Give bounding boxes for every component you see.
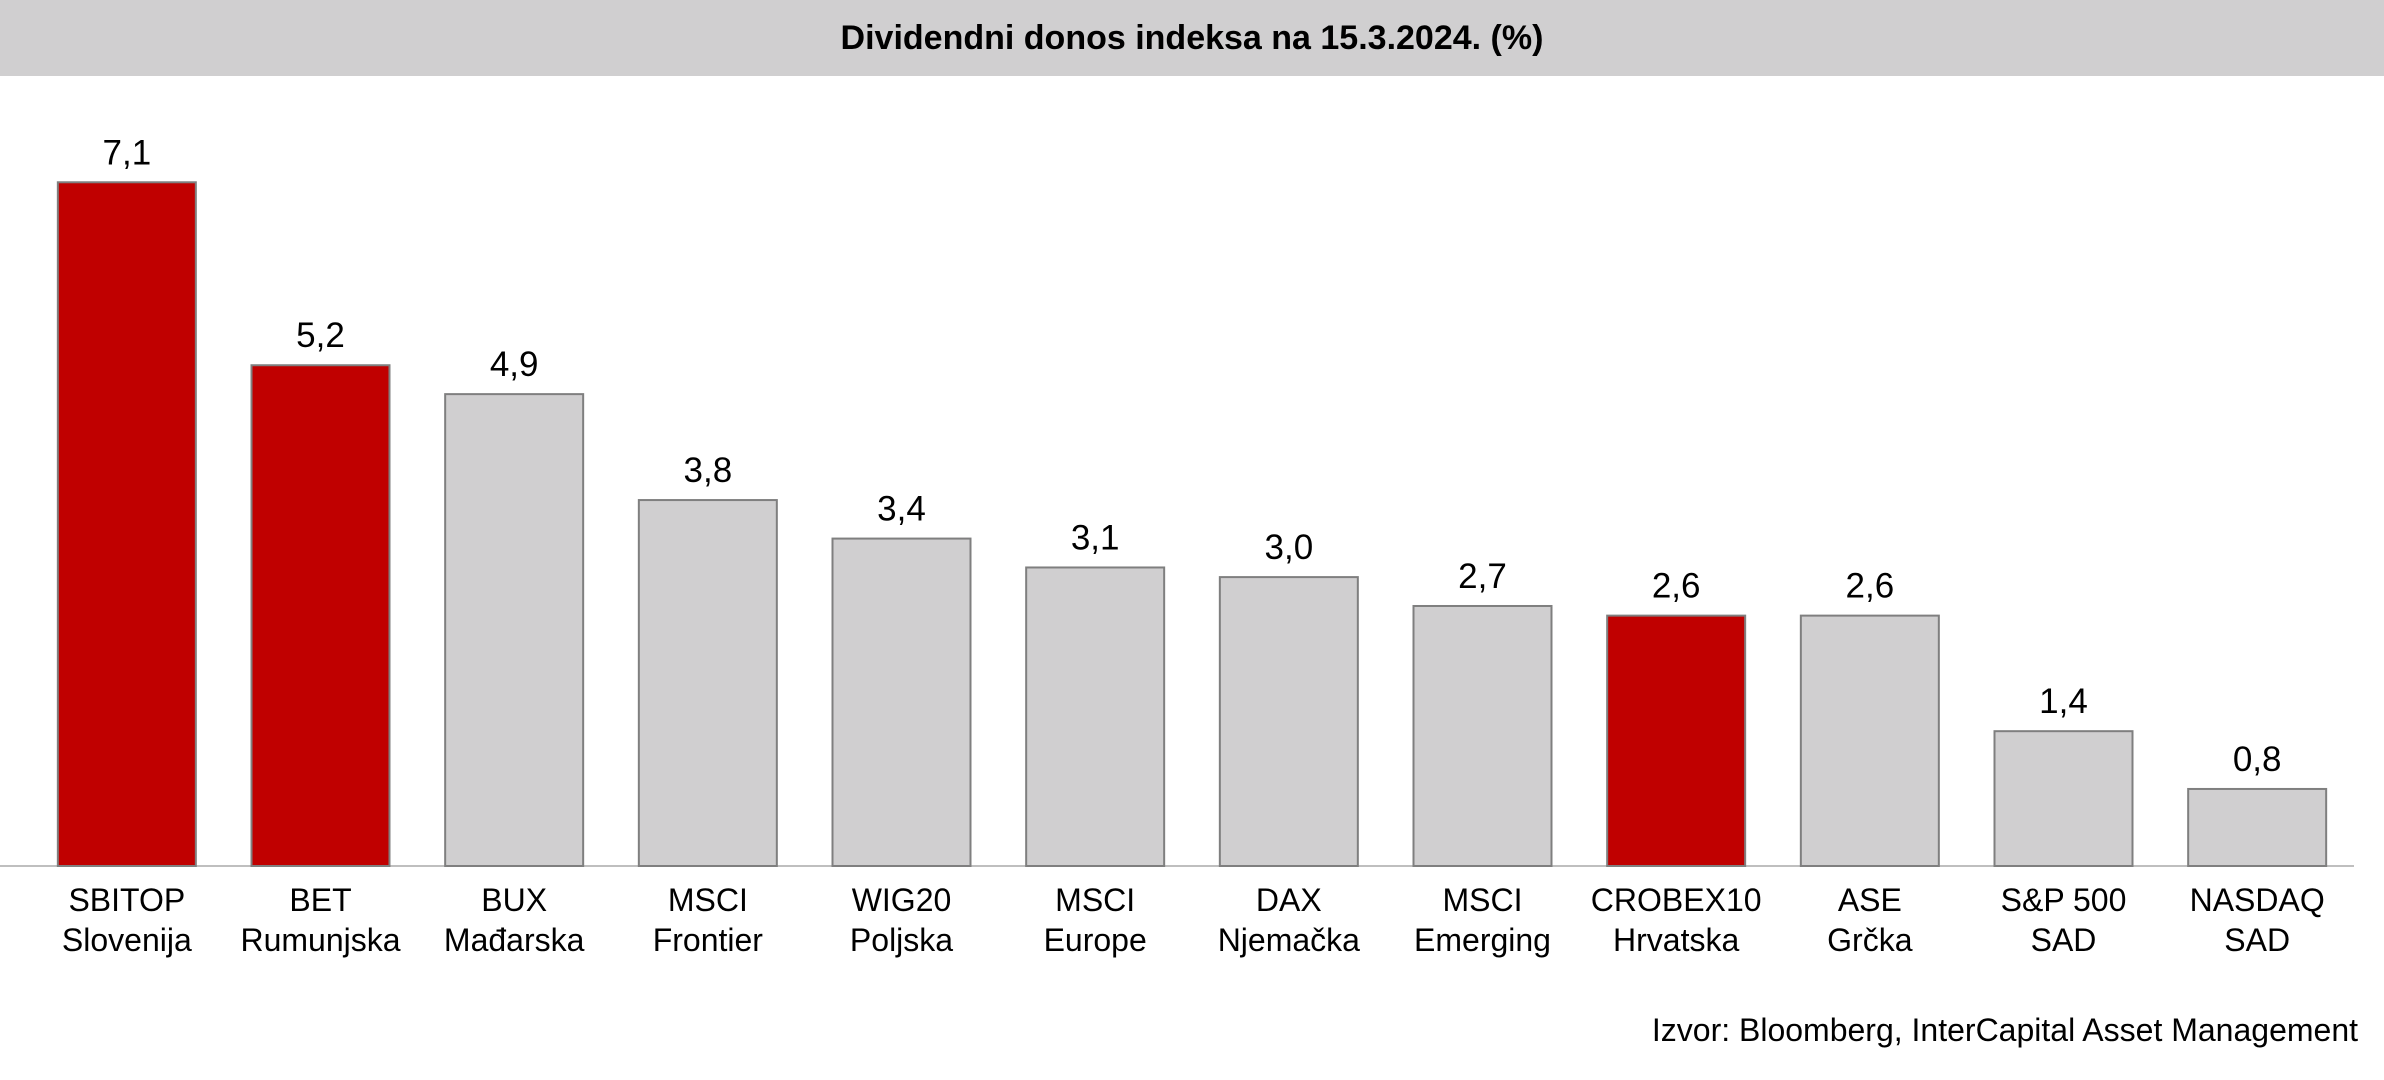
- bar-3: [637, 499, 778, 867]
- bar-6: [1218, 576, 1359, 867]
- bar-11: [2187, 787, 2328, 868]
- tick-label-6-line-1: Njemačka: [1218, 922, 1360, 958]
- data-label-6: 3,0: [1265, 528, 1314, 567]
- tick-label-3-line-0: MSCI: [668, 882, 748, 918]
- tick-label-0-line-1: Slovenija: [62, 922, 192, 958]
- tick-label-7-line-1: Emerging: [1414, 922, 1551, 958]
- tick-label-2-line-1: Mađarska: [444, 922, 585, 958]
- data-label-9: 2,6: [1846, 567, 1895, 606]
- tick-label-6-line-0: DAX: [1256, 882, 1322, 918]
- data-label-3: 3,8: [684, 451, 733, 490]
- tick-label-5-line-0: MSCI: [1055, 882, 1135, 918]
- tick-label-1-line-0: BET: [289, 882, 351, 918]
- tick-label-9-line-0: ASE: [1838, 882, 1902, 918]
- tick-label-1-line-1: Rumunjska: [240, 922, 400, 958]
- data-label-1: 5,2: [296, 316, 345, 355]
- tick-label-9-line-1: Grčka: [1827, 922, 1913, 958]
- tick-label-4-line-0: WIG20: [852, 882, 952, 918]
- data-label-4: 3,4: [877, 490, 926, 529]
- tick-label-0-line-0: SBITOP: [68, 882, 185, 918]
- bar-1: [250, 364, 391, 867]
- tick-label-5-line-1: Europe: [1044, 922, 1147, 958]
- bar-4: [831, 537, 972, 867]
- chart-title: Dividendni donos indeksa na 15.3.2024. (…: [840, 18, 1544, 57]
- data-label-10: 1,4: [2039, 682, 2088, 721]
- tick-label-10-line-1: SAD: [2031, 922, 2097, 958]
- data-label-7: 2,7: [1458, 557, 1507, 596]
- source-note: Izvor: Bloomberg, InterCapital Asset Man…: [1651, 1012, 2358, 1048]
- bar-8: [1606, 614, 1747, 867]
- bar-10: [1993, 730, 2134, 867]
- data-label-11: 0,8: [2233, 740, 2282, 779]
- data-label-0: 7,1: [103, 133, 152, 172]
- tick-label-3-line-1: Frontier: [653, 922, 764, 958]
- tick-label-10-line-0: S&P 500: [2001, 882, 2127, 918]
- data-label-5: 3,1: [1071, 518, 1120, 557]
- tick-label-2-line-0: BUX: [481, 882, 547, 918]
- tick-label-11-line-0: NASDAQ: [2190, 882, 2325, 918]
- bar-2: [444, 393, 585, 867]
- tick-label-8-line-0: CROBEX10: [1591, 882, 1762, 918]
- chart-title-bar: Dividendni donos indeksa na 15.3.2024. (…: [0, 0, 2384, 76]
- data-label-2: 4,9: [490, 345, 539, 384]
- tick-label-7-line-0: MSCI: [1443, 882, 1523, 918]
- data-label-8: 2,6: [1652, 567, 1701, 606]
- tick-label-11-line-1: SAD: [2224, 922, 2290, 958]
- bar-9: [1799, 614, 1940, 867]
- bar-0: [56, 181, 197, 867]
- bar-7: [1412, 604, 1553, 867]
- tick-label-4-line-1: Poljska: [850, 922, 953, 958]
- bar-chart: 7,1 SBITOP Slovenija 5,2 BET Rumunjska 4,9 BUX M…: [0, 133, 2354, 958]
- bar-5: [1025, 566, 1166, 867]
- tick-label-8-line-1: Hrvatska: [1613, 922, 1739, 958]
